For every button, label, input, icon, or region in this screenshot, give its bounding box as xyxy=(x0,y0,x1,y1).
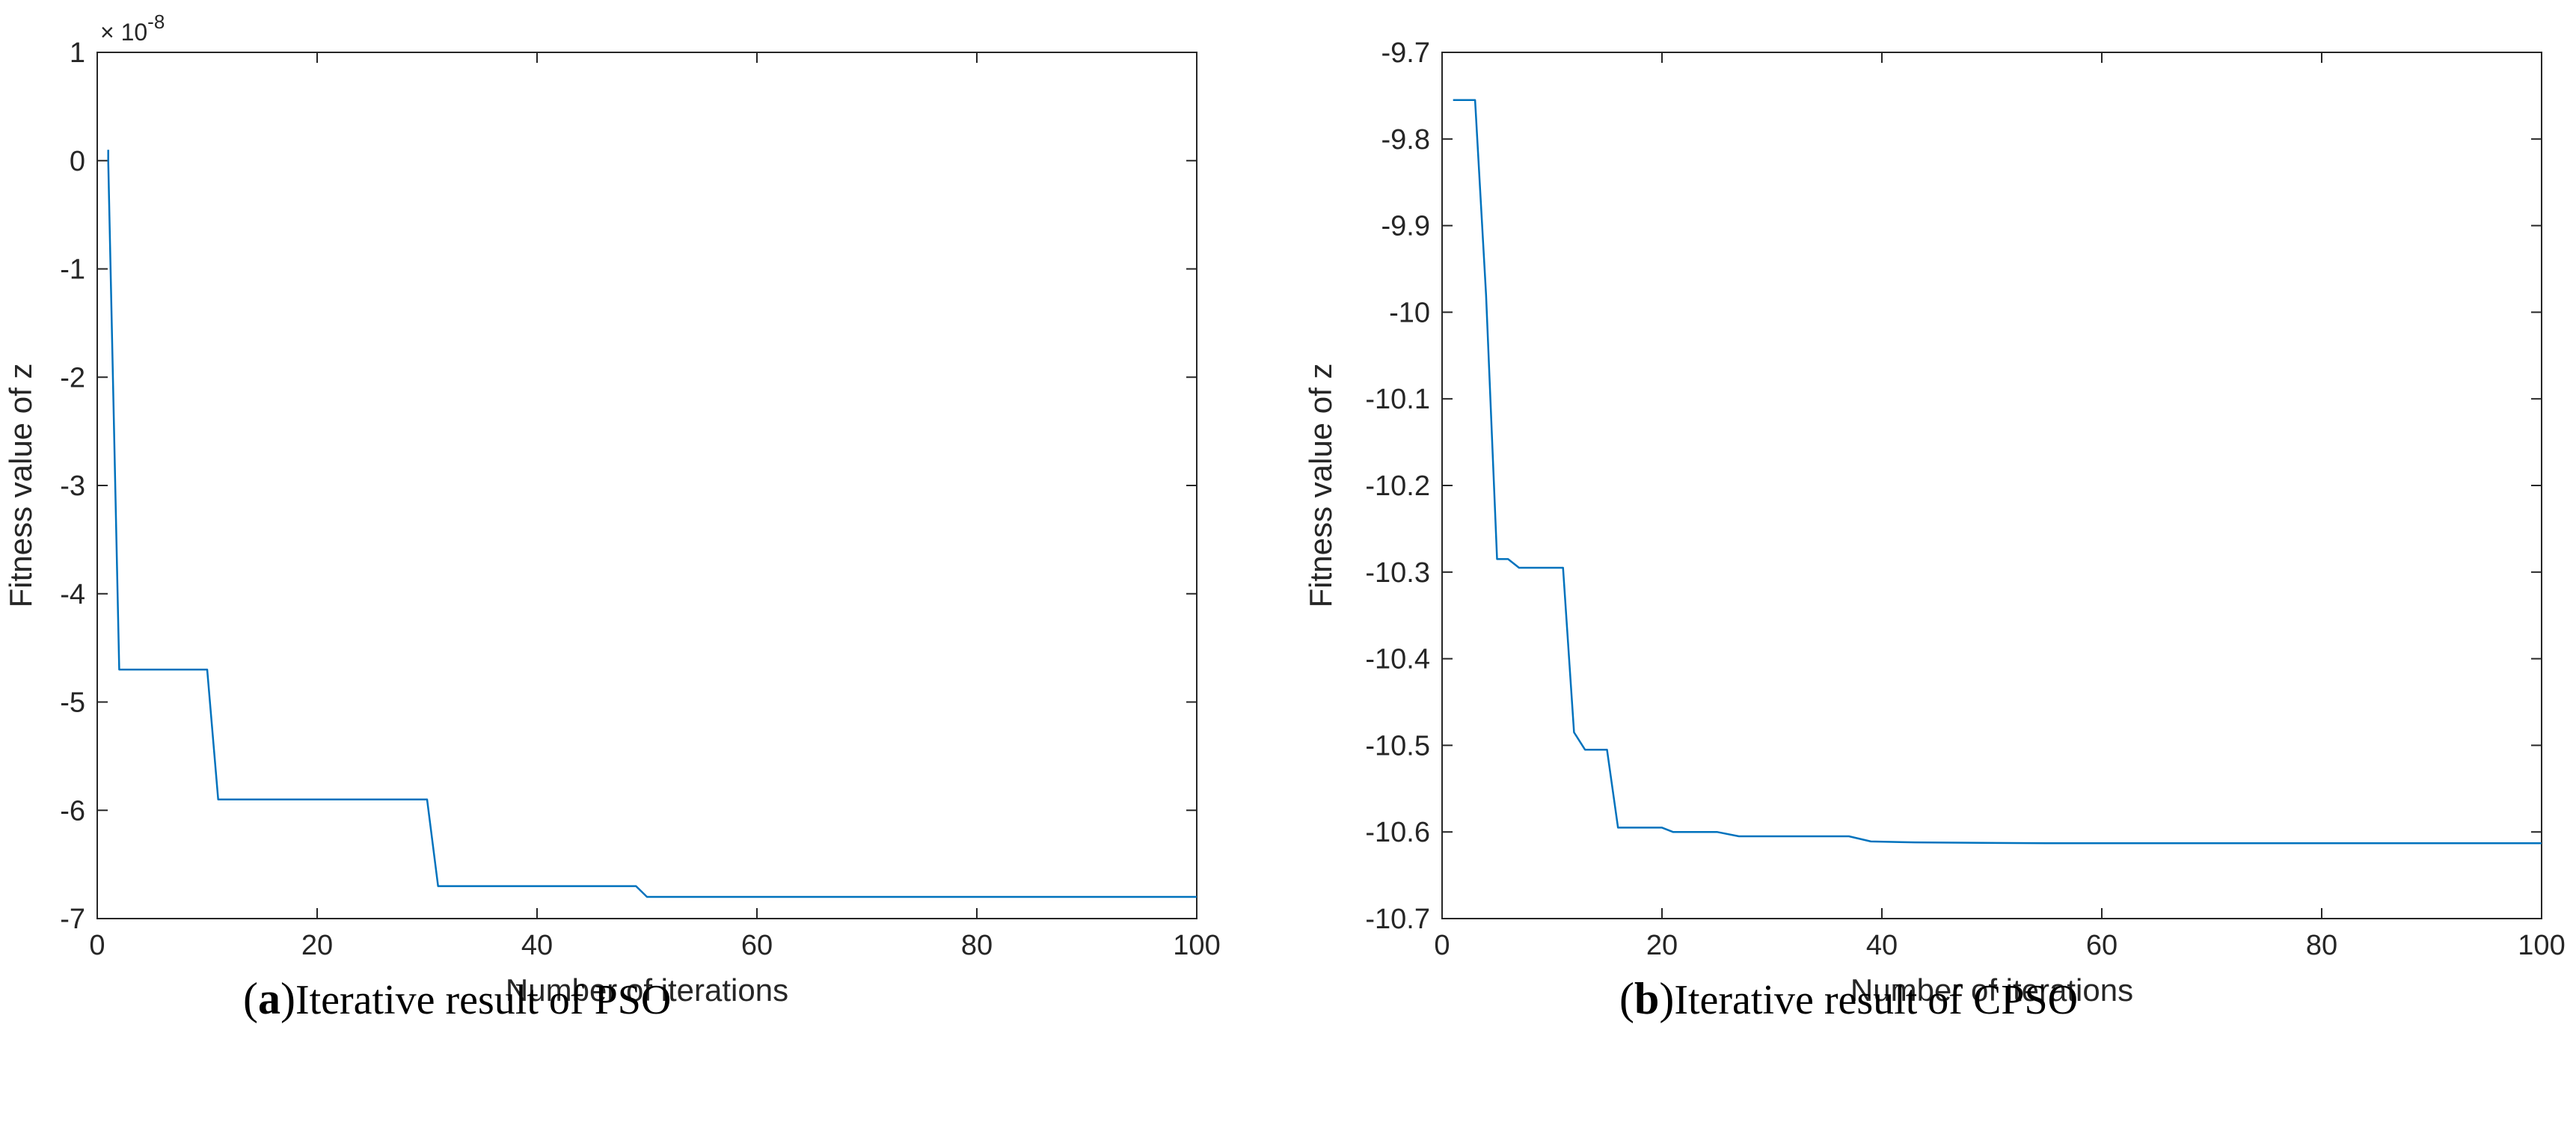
caption-b-text: Iterative result of CPSO xyxy=(1674,977,2078,1023)
x-tick-label-a-3: 60 xyxy=(741,930,773,961)
y-tick-label-b-6: -10.3 xyxy=(1365,557,1430,589)
x-tick-label-b-2: 40 xyxy=(1866,930,1898,961)
x-tick-label-a-2: 40 xyxy=(521,930,553,961)
y-tick-label-b-10: -10.7 xyxy=(1365,904,1430,935)
y-tick-label-a-3: -2 xyxy=(60,362,85,393)
x-axis-label-a: Number of iterations xyxy=(506,972,788,1008)
x-tick-label-a-4: 80 xyxy=(961,930,993,961)
y-tick-label-a-2: -1 xyxy=(60,254,85,286)
axis-exponent-a: × 10-8 xyxy=(100,10,165,46)
x-tick-label-a-5: 100 xyxy=(1173,930,1220,961)
y-tick-label-b-1: -9.8 xyxy=(1381,124,1430,156)
y-tick-label-b-3: -10 xyxy=(1389,297,1430,328)
x-tick-label-a-1: 20 xyxy=(301,930,333,961)
caption-a: (a)Iterative result of PSO xyxy=(243,974,671,1023)
x-tick-label-b-3: 60 xyxy=(2086,930,2117,961)
chart-panel-a: 0 20 40 60 80 100 1 0 -1 -2 -3 -4 -5 -6 -7 Number of it… xyxy=(3,10,1221,1008)
plot-area-b xyxy=(1441,52,2542,919)
series-line-b-0 xyxy=(1453,99,2542,845)
y-tick-label-b-7: -10.4 xyxy=(1365,644,1430,675)
y-tick-label-a-4: -3 xyxy=(60,471,85,502)
y-tick-label-a-6: -5 xyxy=(60,687,85,719)
chart-panel-b: 0 20 40 60 80 100 -9.7 -9.8 -9.9 -10 -10.1 -10.2 -10… xyxy=(1303,37,2566,1008)
series-line-a-0 xyxy=(107,150,1197,898)
y-tick-label-a-5: -4 xyxy=(60,579,85,610)
y-tick-label-a-1: 0 xyxy=(70,146,85,177)
caption-b: (b)Iterative result of CPSO xyxy=(1619,974,2078,1023)
y-tick-label-a-8: -7 xyxy=(60,904,85,935)
caption-a-letter: a xyxy=(258,974,280,1023)
y-tick-label-b-2: -9.9 xyxy=(1381,211,1430,242)
y-tick-label-b-0: -9.7 xyxy=(1381,37,1430,69)
x-tick-label-b-1: 20 xyxy=(1646,930,1678,961)
x-tick-label-b-0: 0 xyxy=(1434,930,1450,961)
y-tick-label-b-5: -10.2 xyxy=(1365,471,1430,502)
caption-a-text: Iterative result of PSO xyxy=(295,977,671,1023)
y-axis-label-b: Fitness value of z xyxy=(1303,364,1338,608)
y-tick-label-a-7: -6 xyxy=(60,795,85,827)
y-tick-label-a-0: 1 xyxy=(70,37,85,69)
x-axis-label-b: Number of iterations xyxy=(1850,972,2133,1008)
x-tick-label-a-0: 0 xyxy=(89,930,105,961)
x-tick-label-b-4: 80 xyxy=(2306,930,2337,961)
y-tick-label-b-8: -10.5 xyxy=(1365,730,1430,761)
axis-exponent-power-a: -8 xyxy=(147,10,165,33)
y-axis-label-a: Fitness value of z xyxy=(3,364,38,608)
caption-b-letter: b xyxy=(1634,974,1659,1023)
y-tick-label-b-4: -10.1 xyxy=(1365,384,1430,415)
y-tick-label-b-9: -10.6 xyxy=(1365,817,1430,848)
plot-area-a xyxy=(96,52,1197,919)
x-tick-label-b-5: 100 xyxy=(2518,930,2565,961)
